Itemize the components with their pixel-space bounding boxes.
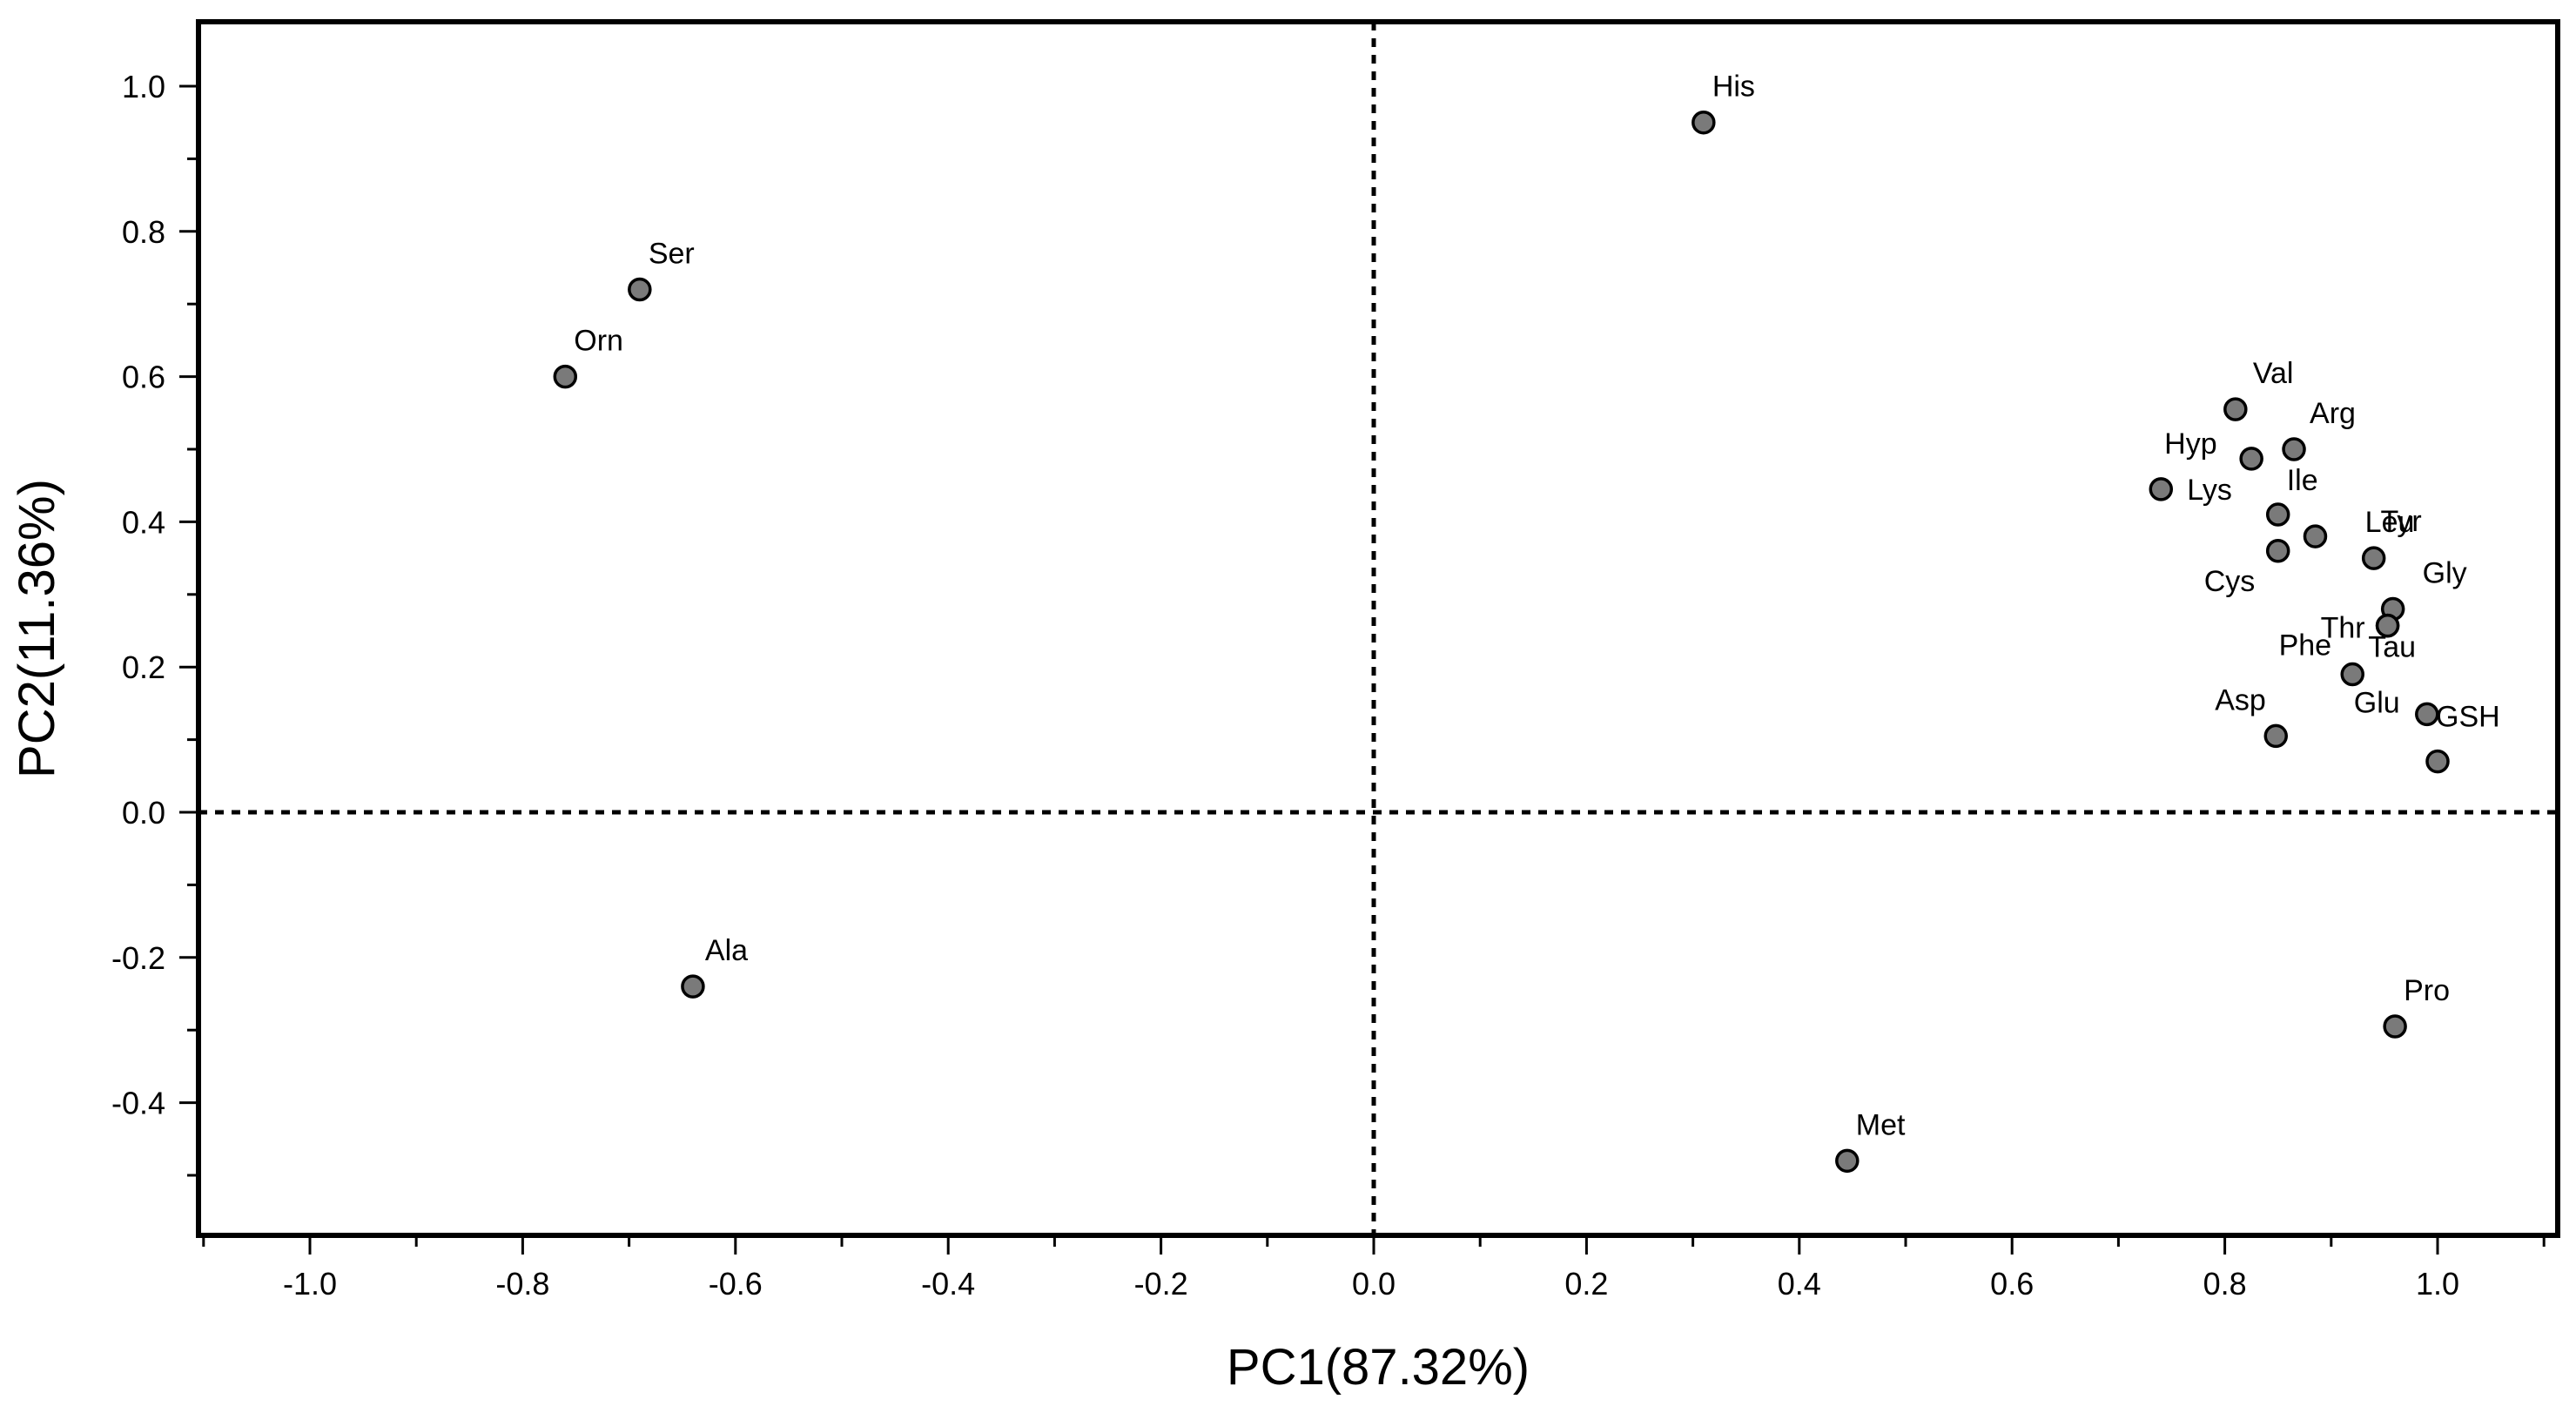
point-label-asp: Asp (2215, 683, 2266, 716)
point-label-cys: Cys (2204, 565, 2256, 598)
data-point-tau (2340, 662, 2364, 687)
point-label-thr: Thr (2321, 612, 2365, 645)
data-point-phe (2375, 613, 2400, 638)
data-point-tyr (2303, 524, 2328, 548)
x-axis-title: PC1(87.32%) (1227, 1339, 1530, 1396)
point-label-val: Val (2253, 357, 2294, 390)
point-label-tau: Tau (2368, 631, 2416, 664)
data-point-his (1692, 110, 1716, 135)
point-label-orn: Orn (574, 325, 623, 358)
point-label-tyr: Tyr (2380, 505, 2421, 538)
x-tick-label: 0.8 (2203, 1266, 2247, 1302)
point-label-gsh: GSH (2436, 701, 2500, 734)
y-tick-label: 0.0 (122, 795, 165, 831)
data-point-glu (2415, 702, 2439, 727)
y-tick-label: 0.6 (122, 360, 165, 395)
point-label-leu: Leu (2365, 506, 2415, 539)
x-tick-label: -0.2 (1134, 1266, 1188, 1302)
data-point-val (2223, 397, 2248, 421)
y-tick-label: 0.8 (122, 214, 165, 250)
data-point-hyp (2239, 447, 2263, 471)
point-label-ala: Ala (705, 934, 748, 967)
data-point-leu (2361, 546, 2386, 570)
data-point-pro (2383, 1014, 2407, 1039)
point-label-glu: Glu (2354, 686, 2400, 719)
y-axis-title: PC2(11.36%) (9, 479, 65, 778)
point-label-phe: Phe (2279, 629, 2332, 663)
point-label-arg: Arg (2310, 397, 2356, 430)
x-tick-label: 0.2 (1564, 1266, 1608, 1302)
data-point-ser (628, 277, 652, 302)
data-point-gsh (2425, 749, 2450, 774)
y-tick-label: -0.2 (111, 940, 165, 976)
data-point-cys (2265, 539, 2290, 563)
x-tick-label: -0.6 (709, 1266, 763, 1302)
data-point-ala (681, 974, 705, 999)
point-label-met: Met (1856, 1108, 1906, 1141)
data-point-orn (553, 364, 578, 389)
x-tick-label: 1.0 (2416, 1266, 2459, 1302)
y-tick-label: -0.4 (111, 1086, 165, 1121)
point-label-pro: Pro (2404, 974, 2450, 1007)
point-label-ile: Ile (2287, 464, 2318, 497)
x-tick-label: 0.0 (1352, 1266, 1396, 1302)
point-label-gly: Gly (2423, 556, 2467, 589)
point-label-his: His (1712, 71, 1755, 104)
point-label-hyp: Hyp (2164, 427, 2216, 461)
x-tick-label: -0.4 (921, 1266, 975, 1302)
x-tick-label: 0.6 (1990, 1266, 2034, 1302)
data-point-lys (2149, 477, 2174, 501)
y-tick-label: 1.0 (122, 69, 165, 104)
data-point-met (1835, 1148, 1860, 1174)
x-tick-label: -0.8 (495, 1266, 549, 1302)
y-tick-label: 0.2 (122, 649, 165, 685)
plot-frame (196, 19, 2560, 1238)
point-label-lys: Lys (2187, 474, 2232, 507)
data-point-asp (2263, 723, 2289, 749)
y-tick-label: 0.4 (122, 504, 165, 540)
x-tick-label: -1.0 (283, 1266, 337, 1302)
point-label-ser: Ser (649, 238, 695, 271)
data-point-arg (2282, 437, 2306, 461)
x-tick-label: 0.4 (1778, 1266, 1821, 1302)
data-point-ile (2265, 502, 2290, 527)
